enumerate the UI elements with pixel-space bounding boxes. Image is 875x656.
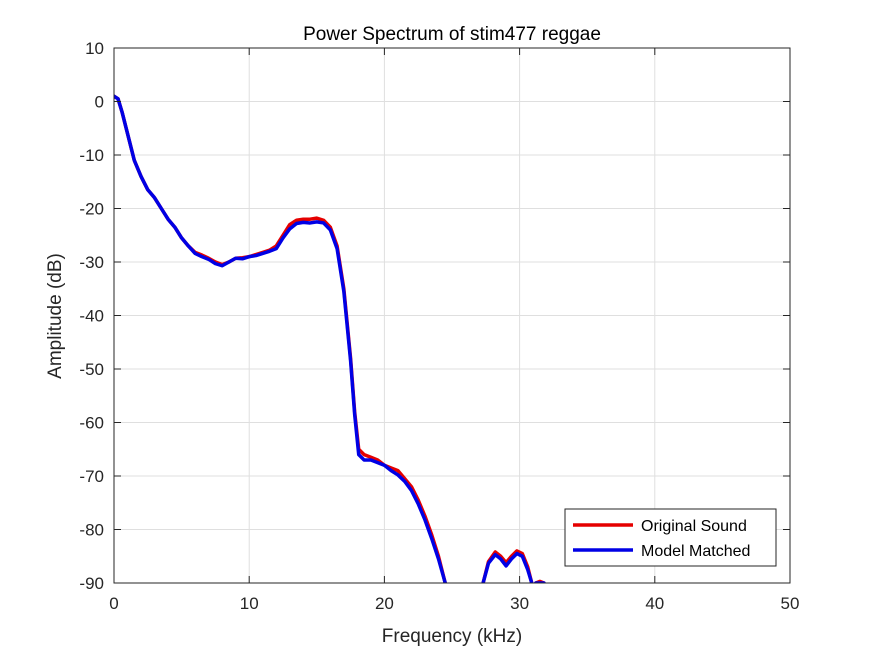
y-tick-label: -50 — [79, 360, 104, 379]
x-tick-label: 10 — [240, 594, 259, 613]
x-tick-label: 30 — [510, 594, 529, 613]
y-tick-label: -60 — [79, 414, 104, 433]
x-axis-label: Frequency (kHz) — [382, 626, 522, 647]
y-axis-label: Amplitude (dB) — [45, 253, 66, 379]
x-tick-label: 40 — [645, 594, 664, 613]
y-tick-label: 10 — [85, 39, 104, 58]
series-line-segment — [114, 94, 447, 583]
series-line-segment — [481, 551, 534, 583]
x-tick-label: 20 — [375, 594, 394, 613]
legend-label-original-sound: Original Sound — [641, 518, 747, 535]
grid-lines — [113, 47, 791, 584]
y-tick-label: -80 — [79, 521, 104, 540]
tick-labels: 0 10 20 30 40 50 10 0 -10 -20 -30 -40 -50 -60 -70 -80 -9… — [79, 39, 799, 613]
series-model-matched — [114, 94, 546, 583]
legend-box — [564, 508, 777, 567]
y-tick-label: -70 — [79, 467, 104, 486]
y-tick-label: -90 — [79, 574, 104, 593]
legend: Original Sound Model Matched — [564, 508, 777, 567]
y-tick-label: -20 — [79, 200, 104, 219]
y-tick-label: -10 — [79, 146, 104, 165]
axes — [113, 47, 791, 584]
x-tick-label: 0 — [109, 594, 118, 613]
series-original-sound — [114, 94, 546, 583]
y-tick-label: 0 — [95, 93, 104, 112]
y-tick-label: -40 — [79, 307, 104, 326]
chart-title: Power Spectrum of stim477 reggae — [303, 24, 601, 45]
series-line-segment — [114, 94, 447, 583]
x-tick-label: 50 — [781, 594, 800, 613]
y-tick-label: -30 — [79, 253, 104, 272]
legend-label-model-matched: Model Matched — [641, 543, 750, 560]
plot-series — [114, 94, 546, 583]
